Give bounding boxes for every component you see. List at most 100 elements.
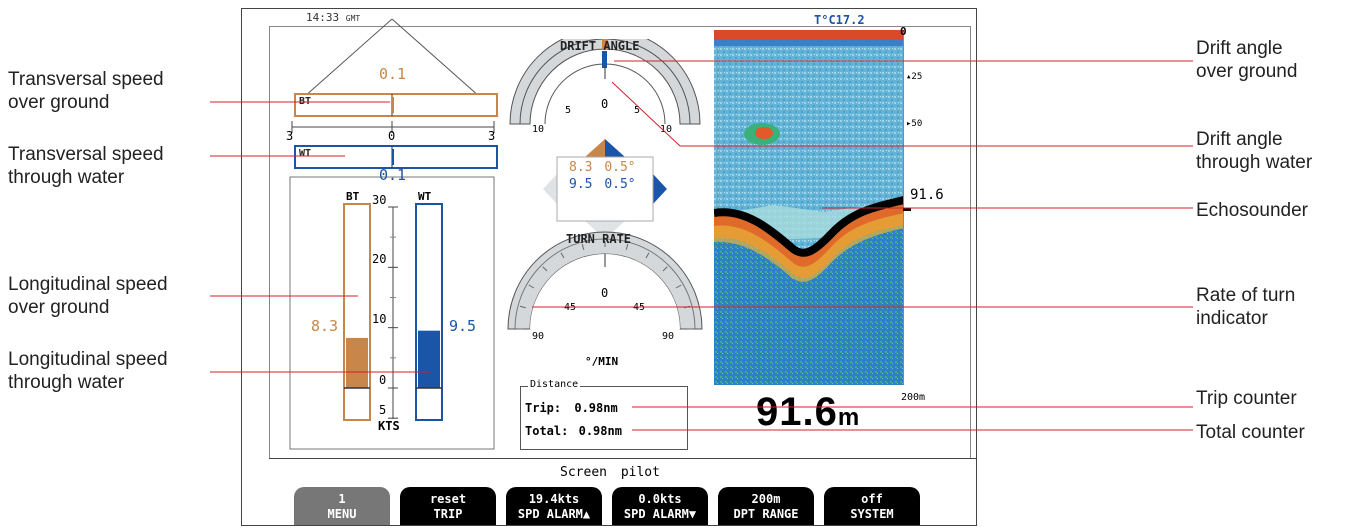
softkey-menu-value: 1 bbox=[338, 492, 346, 506]
drift-right-triangle bbox=[653, 174, 667, 204]
echo-50-value: 50 bbox=[911, 119, 923, 129]
inner-frame bbox=[269, 26, 971, 459]
callout-drift-ground: Drift angle over ground bbox=[1196, 38, 1298, 82]
callout-total-counter: Total counter bbox=[1196, 422, 1305, 443]
callout-trip-counter: Trip counter bbox=[1196, 388, 1297, 409]
softkey-reset-trip-label: TRIP bbox=[433, 507, 463, 521]
long-tick-10: 10 bbox=[372, 312, 387, 326]
bt-transversal-fill bbox=[392, 97, 394, 113]
drift-wt-readout: 9.5 0.5° bbox=[569, 177, 636, 192]
drift-bt-triangle bbox=[585, 139, 605, 157]
softkey-speed-alarm-up[interactable]: 19.4kts SPD ALARM▲ bbox=[506, 487, 602, 525]
transversal-scale-right: 3 bbox=[488, 129, 496, 143]
trip-value: 0.98nm bbox=[574, 401, 618, 415]
bt-transversal-label: BT bbox=[299, 96, 312, 107]
clock-readout: 14:33 GMT bbox=[306, 11, 360, 24]
drift-bt-angle: 0.5° bbox=[604, 160, 636, 175]
triangle-right-line bbox=[391, 18, 481, 98]
turn-tick-left-45: 45 bbox=[564, 302, 577, 313]
status-divider bbox=[269, 458, 976, 459]
softkey-speed-alarm-up-label: SPD ALARM▲ bbox=[517, 507, 591, 521]
echo-25-label: ▴25 bbox=[906, 72, 923, 82]
clock-zone: GMT bbox=[345, 14, 361, 23]
drift-tick-left-5: 5 bbox=[565, 105, 572, 116]
softkey-depth-range-label: DPT RANGE bbox=[733, 507, 799, 521]
temperature-readout: T°C17.2 bbox=[814, 13, 865, 27]
drift-tick-right-10: 10 bbox=[660, 124, 673, 135]
softkey-system-label: SYSTEM bbox=[850, 507, 894, 521]
longitudinal-unit: KTS bbox=[378, 419, 400, 433]
echo-25-value: 25 bbox=[911, 72, 923, 82]
triangle-left-line bbox=[303, 18, 393, 98]
bt-transversal-bar bbox=[294, 93, 498, 117]
turn-dial-inner-arc bbox=[514, 238, 696, 330]
wt-longitudinal-fill bbox=[418, 330, 440, 388]
total-label: Total: bbox=[525, 424, 569, 438]
clock-time: 14:33 bbox=[306, 11, 340, 24]
echo-50-label: ▸50 bbox=[906, 119, 923, 129]
dials-graphics bbox=[507, 39, 703, 330]
softkey-speed-alarm-down[interactable]: 0.0kts SPD ALARM▼ bbox=[612, 487, 708, 525]
echogram-fish-core bbox=[755, 127, 773, 139]
echogram-bottom-red bbox=[714, 200, 904, 278]
long-tick-5: 5 bbox=[379, 403, 387, 417]
trip-label: Trip: bbox=[525, 401, 562, 415]
echo-depth-big-value: 91.6 bbox=[756, 390, 838, 434]
softkey-depth-range-value: 200m bbox=[751, 492, 781, 506]
echo-depth-pointer bbox=[903, 208, 911, 211]
callout-drift-water: Drift angle through water bbox=[1196, 129, 1313, 173]
long-tick-0: 0 bbox=[379, 373, 387, 387]
softkey-system[interactable]: off SYSTEM bbox=[824, 487, 920, 525]
total-readout: Total: 0.98nm bbox=[525, 424, 622, 438]
softkey-reset-trip[interactable]: reset TRIP bbox=[400, 487, 496, 525]
drift-wt-triangle bbox=[605, 139, 625, 157]
long-tick-30: 30 bbox=[372, 193, 387, 207]
distance-box bbox=[520, 386, 688, 450]
turn-scale-tick bbox=[560, 252, 565, 259]
bt-longitudinal-fill bbox=[346, 337, 368, 388]
total-value: 0.98nm bbox=[578, 424, 622, 438]
turn-tick-0: 0 bbox=[601, 286, 609, 300]
status-line: Screen pilot bbox=[560, 465, 660, 480]
turn-scale-tick bbox=[675, 284, 682, 289]
drift-bt-readout: 8.3 0.5° bbox=[569, 160, 636, 175]
wt-transversal-value: 0.1 bbox=[379, 166, 407, 184]
turn-tick-right-90: 90 bbox=[662, 331, 675, 342]
wt-transversal-bar bbox=[294, 145, 498, 169]
wt-transversal-fill bbox=[392, 149, 394, 165]
turn-scale-tick bbox=[645, 252, 650, 259]
turn-scale-tick bbox=[662, 266, 668, 272]
echogram bbox=[714, 30, 904, 385]
drift-bt-needle bbox=[602, 39, 608, 49]
turn-title: TURN RATE bbox=[566, 232, 632, 246]
echo-depth-big: 91.6m bbox=[756, 390, 860, 435]
drift-left-triangle bbox=[543, 174, 557, 204]
turn-tick-right-45: 45 bbox=[633, 302, 646, 313]
distance-title: Distance bbox=[528, 379, 581, 390]
drift-readout-box bbox=[556, 156, 654, 222]
drift-wt-needle bbox=[602, 51, 607, 68]
drift-title: DRIFT ANGLE bbox=[560, 39, 640, 53]
turn-scale-tick bbox=[528, 284, 535, 289]
transversal-scale-center: 0 bbox=[388, 129, 396, 143]
instrument-screen: 14:33 GMT BT 0.1 bbox=[241, 8, 977, 526]
callout-rate-of-turn: Rate of turn indicator bbox=[1196, 285, 1296, 329]
echo-top-label: 0 bbox=[900, 25, 907, 38]
callout-transversal-sog: Transversal speed over ground bbox=[8, 69, 164, 113]
turn-unit: °/MIN bbox=[585, 355, 619, 368]
softkey-speed-alarm-down-label: SPD ALARM▼ bbox=[623, 507, 697, 521]
drift-bottom-triangle bbox=[585, 221, 625, 239]
trip-readout: Trip: 0.98nm bbox=[525, 401, 618, 415]
turn-scale-tick bbox=[519, 305, 526, 309]
echo-depth-marker: 91.6 bbox=[910, 187, 944, 203]
transversal-scale-left: 3 bbox=[286, 129, 294, 143]
longitudinal-frame bbox=[289, 176, 495, 450]
turn-scale-tick bbox=[625, 243, 629, 250]
echogram-bottom-line bbox=[714, 196, 904, 257]
softkey-menu[interactable]: 1 MENU bbox=[294, 487, 390, 525]
bt-longitudinal-label: BT bbox=[346, 190, 360, 203]
echo-depth-big-unit: m bbox=[837, 404, 861, 431]
softkey-depth-range[interactable]: 200m DPT RANGE bbox=[718, 487, 814, 525]
drift-bt-speed: 8.3 bbox=[569, 160, 593, 175]
echogram-bottom-yellow bbox=[714, 213, 904, 282]
